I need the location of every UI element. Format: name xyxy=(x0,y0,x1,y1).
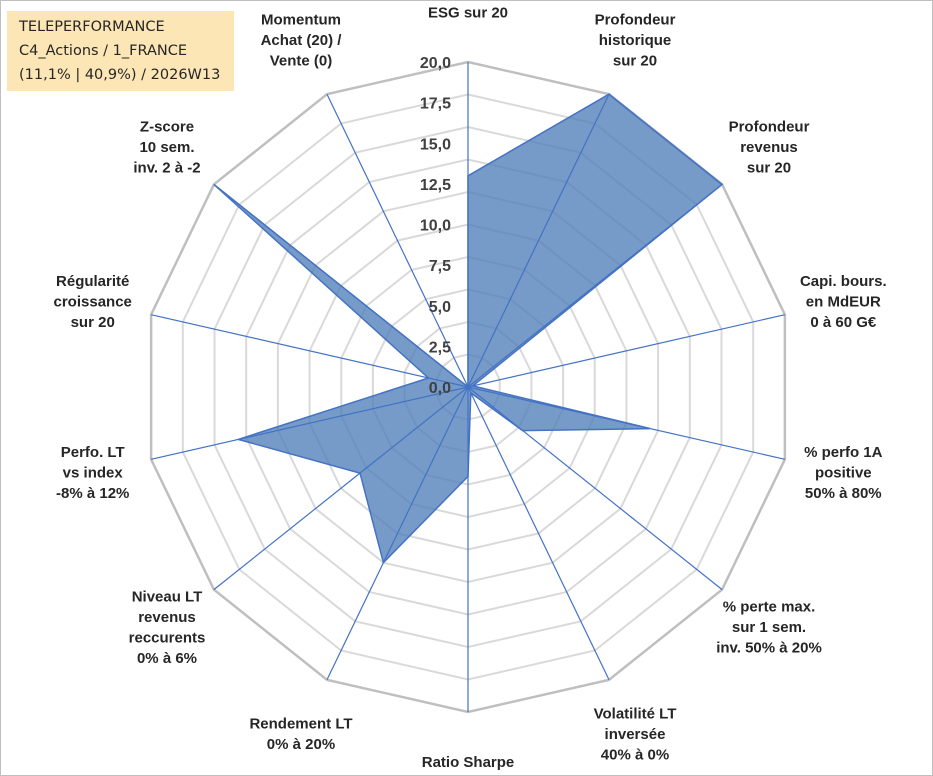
axis-spoke xyxy=(326,386,469,681)
axis-label-line: Niveau LT xyxy=(132,588,203,605)
axis-label: Régularité croissance sur 20 xyxy=(54,273,132,331)
axis-spoke xyxy=(150,314,469,388)
axis-label-line: Profondeur xyxy=(729,119,810,136)
axis-label-line: positive xyxy=(815,465,872,482)
axis-label-line: Momentum xyxy=(261,12,341,29)
tick-label: 5,0 xyxy=(429,299,451,316)
info-box: TELEPERFORMANCE C4_Actions / 1_FRANCE (1… xyxy=(7,11,234,91)
axis-label-line: 50% à 80% xyxy=(805,485,882,502)
axis-label: % perfo 1A positive 50% à 80% xyxy=(804,444,883,502)
axis-spoke xyxy=(326,93,469,388)
tick-label: 12,5 xyxy=(420,177,451,194)
tick-label: 20,0 xyxy=(420,55,451,72)
axis-label: Profondeur revenus sur 20 xyxy=(729,119,810,177)
axis-label: Z-score 10 sem. inv. 2 à -2 xyxy=(133,119,200,177)
axis-label-line: inv. 50% à 20% xyxy=(716,640,822,657)
axis-label-line: croissance xyxy=(54,293,132,310)
axis-label-line: vs index xyxy=(63,465,124,482)
axis-spoke xyxy=(213,386,469,591)
axis-label: Ratio Sharpe 0 à 1 xyxy=(422,754,515,775)
axis-label-line: 0% à 6% xyxy=(137,650,197,667)
info-period: (11,1% | 40,9%) / 2026W13 xyxy=(19,67,221,83)
axis-spoke xyxy=(467,386,786,460)
axis-label-line: reccurents xyxy=(129,629,206,646)
axis-label-line: historique xyxy=(599,32,672,49)
tick-label: 7,5 xyxy=(429,258,451,275)
axis-label: Perfo. LT vs index -8% à 12% xyxy=(56,444,129,502)
axis-label-line: Rendement LT xyxy=(249,716,352,733)
info-company-name: TELEPERFORMANCE xyxy=(19,19,165,35)
tick-label: 17,5 xyxy=(420,96,451,113)
axis-label: Niveau LT revenus reccurents 0% à 6% xyxy=(129,588,206,667)
axis-label-line: sur 20 xyxy=(747,160,791,177)
axis-label: Momentum Achat (20) / Vente (0) xyxy=(261,12,343,70)
axis-label-line: ESG sur 20 xyxy=(428,4,508,21)
axis-label-line: inv. 2 à -2 xyxy=(133,160,200,177)
axis-label-line: 0% à 20% xyxy=(267,736,335,753)
axis-label-line: Volatilité LT xyxy=(594,705,677,722)
radar-spokes xyxy=(150,62,786,712)
axis-label-line: % perfo 1A xyxy=(804,444,883,461)
axis-label-line: 0 à 60 G€ xyxy=(810,314,877,331)
axis-label-line: revenus xyxy=(740,139,798,156)
axis-label: NoteESG sur 20 xyxy=(428,1,508,21)
info-category: C4_Actions / 1_FRANCE xyxy=(19,43,188,59)
axis-label-line: Ratio Sharpe xyxy=(422,754,515,771)
axis-label-line: Z-score xyxy=(140,119,194,136)
axis-label: % perte max. sur 1 sem. inv. 50% à 20% xyxy=(716,599,822,657)
tick-label: 10,0 xyxy=(420,218,451,235)
axis-label-line: en MdEUR xyxy=(806,293,881,310)
tick-label: 0,0 xyxy=(429,380,451,397)
axis-label-line: 10 sem. xyxy=(139,139,194,156)
axis-label-line: Vente (0) xyxy=(270,53,333,70)
axis-labels: NoteESG sur 20 Profondeur historique sur 20… xyxy=(54,1,887,775)
axis-spoke xyxy=(467,386,723,591)
axis-spoke xyxy=(150,386,469,460)
axis-label: Volatilité LT inversée 40% à 0% xyxy=(594,705,677,763)
axis-label-line: 40% à 0% xyxy=(601,746,669,763)
axis-spoke xyxy=(467,386,610,681)
axis-label: Profondeur historique sur 20 xyxy=(595,12,676,70)
axis-label-line: Perfo. LT xyxy=(61,444,125,461)
tick-label: 2,5 xyxy=(429,339,451,356)
axis-label-line: Régularité xyxy=(56,273,129,290)
axis-label-line: revenus xyxy=(138,609,196,626)
axis-label: Rendement LT 0% à 20% xyxy=(249,716,352,754)
axis-label-line: Profondeur xyxy=(595,12,676,29)
axis-label-line: inversée xyxy=(605,726,666,743)
axis-spoke xyxy=(467,93,610,388)
axis-label-line: Capi. bours. xyxy=(800,273,887,290)
radial-tick-labels: 0,0 2,5 5,0 7,5 10,0 12,5 15,0 17,5 20,0 xyxy=(420,55,451,397)
axis-label-line: sur 20 xyxy=(71,314,115,331)
axis-label-line: -8% à 12% xyxy=(56,485,129,502)
axis-spoke xyxy=(467,314,786,388)
axis-label: Capi. bours. en MdEUR 0 à 60 G€ xyxy=(800,273,887,331)
axis-label-line: sur 1 sem. xyxy=(732,619,806,636)
axis-spoke xyxy=(213,183,469,388)
axis-label-line: Achat (20) / xyxy=(261,32,343,49)
axis-label-line: % perte max. xyxy=(723,599,816,616)
axis-label-line: 0 à 1 xyxy=(451,774,484,775)
tick-label: 15,0 xyxy=(420,136,451,153)
axis-label-line: sur 20 xyxy=(613,53,657,70)
axis-spoke xyxy=(467,183,723,388)
